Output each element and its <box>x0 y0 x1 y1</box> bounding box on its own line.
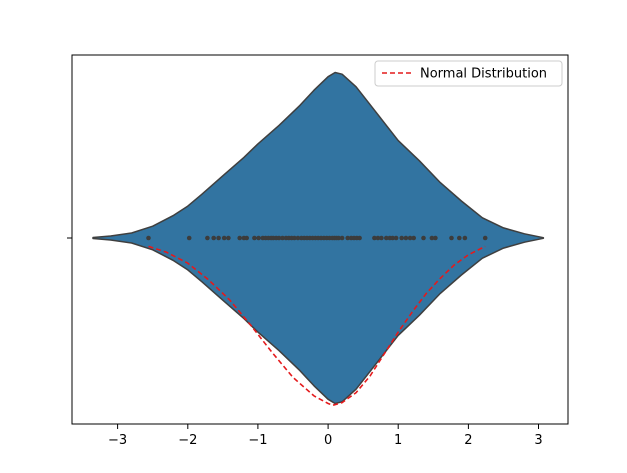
data-point <box>276 235 282 241</box>
data-point <box>457 235 462 241</box>
data-point <box>411 235 417 241</box>
x-axis: −3 −2 −1 0 1 2 3 <box>108 424 543 448</box>
data-point <box>146 235 151 241</box>
data-point <box>336 235 341 241</box>
data-point <box>372 235 377 241</box>
data-point <box>339 235 345 241</box>
data-point <box>379 235 384 241</box>
data-point <box>421 235 426 241</box>
data-point <box>429 235 435 241</box>
x-tick-label: −1 <box>248 433 267 448</box>
data-point <box>375 235 381 241</box>
data-point <box>433 235 438 241</box>
x-tick-label: 1 <box>394 433 402 448</box>
data-point <box>221 235 227 241</box>
data-point <box>244 235 249 241</box>
data-point <box>237 235 242 241</box>
x-tick-label: 3 <box>534 433 542 448</box>
data-point <box>280 235 285 241</box>
data-point <box>295 235 301 241</box>
data-point <box>345 235 351 241</box>
points-layer <box>146 235 488 241</box>
legend: Normal Distribution <box>374 60 563 87</box>
plot-area-frame <box>71 54 569 425</box>
data-point <box>403 235 409 241</box>
data-point <box>393 235 399 241</box>
legend-box <box>374 60 563 87</box>
data-point <box>216 235 221 241</box>
data-point <box>252 235 257 241</box>
data-point <box>186 235 192 241</box>
data-point <box>390 235 395 241</box>
data-point <box>399 235 405 241</box>
x-tick-label: 0 <box>324 433 332 448</box>
data-point <box>205 235 210 241</box>
data-point <box>256 235 261 241</box>
data-point <box>482 235 488 241</box>
x-tick-label: −2 <box>178 433 197 448</box>
legend-label-normal-distribution: Normal Distribution <box>420 67 547 82</box>
data-point <box>407 235 413 241</box>
normal-curve-layer <box>148 245 486 407</box>
data-point <box>449 235 454 241</box>
data-point <box>462 235 468 241</box>
data-point <box>292 235 297 241</box>
x-tick-label: 2 <box>464 433 472 448</box>
data-point <box>226 235 231 241</box>
data-point <box>211 235 216 241</box>
data-point <box>357 235 362 241</box>
x-tick-label: −3 <box>108 433 127 448</box>
data-point <box>384 235 389 241</box>
normal-distribution-line <box>148 245 486 407</box>
